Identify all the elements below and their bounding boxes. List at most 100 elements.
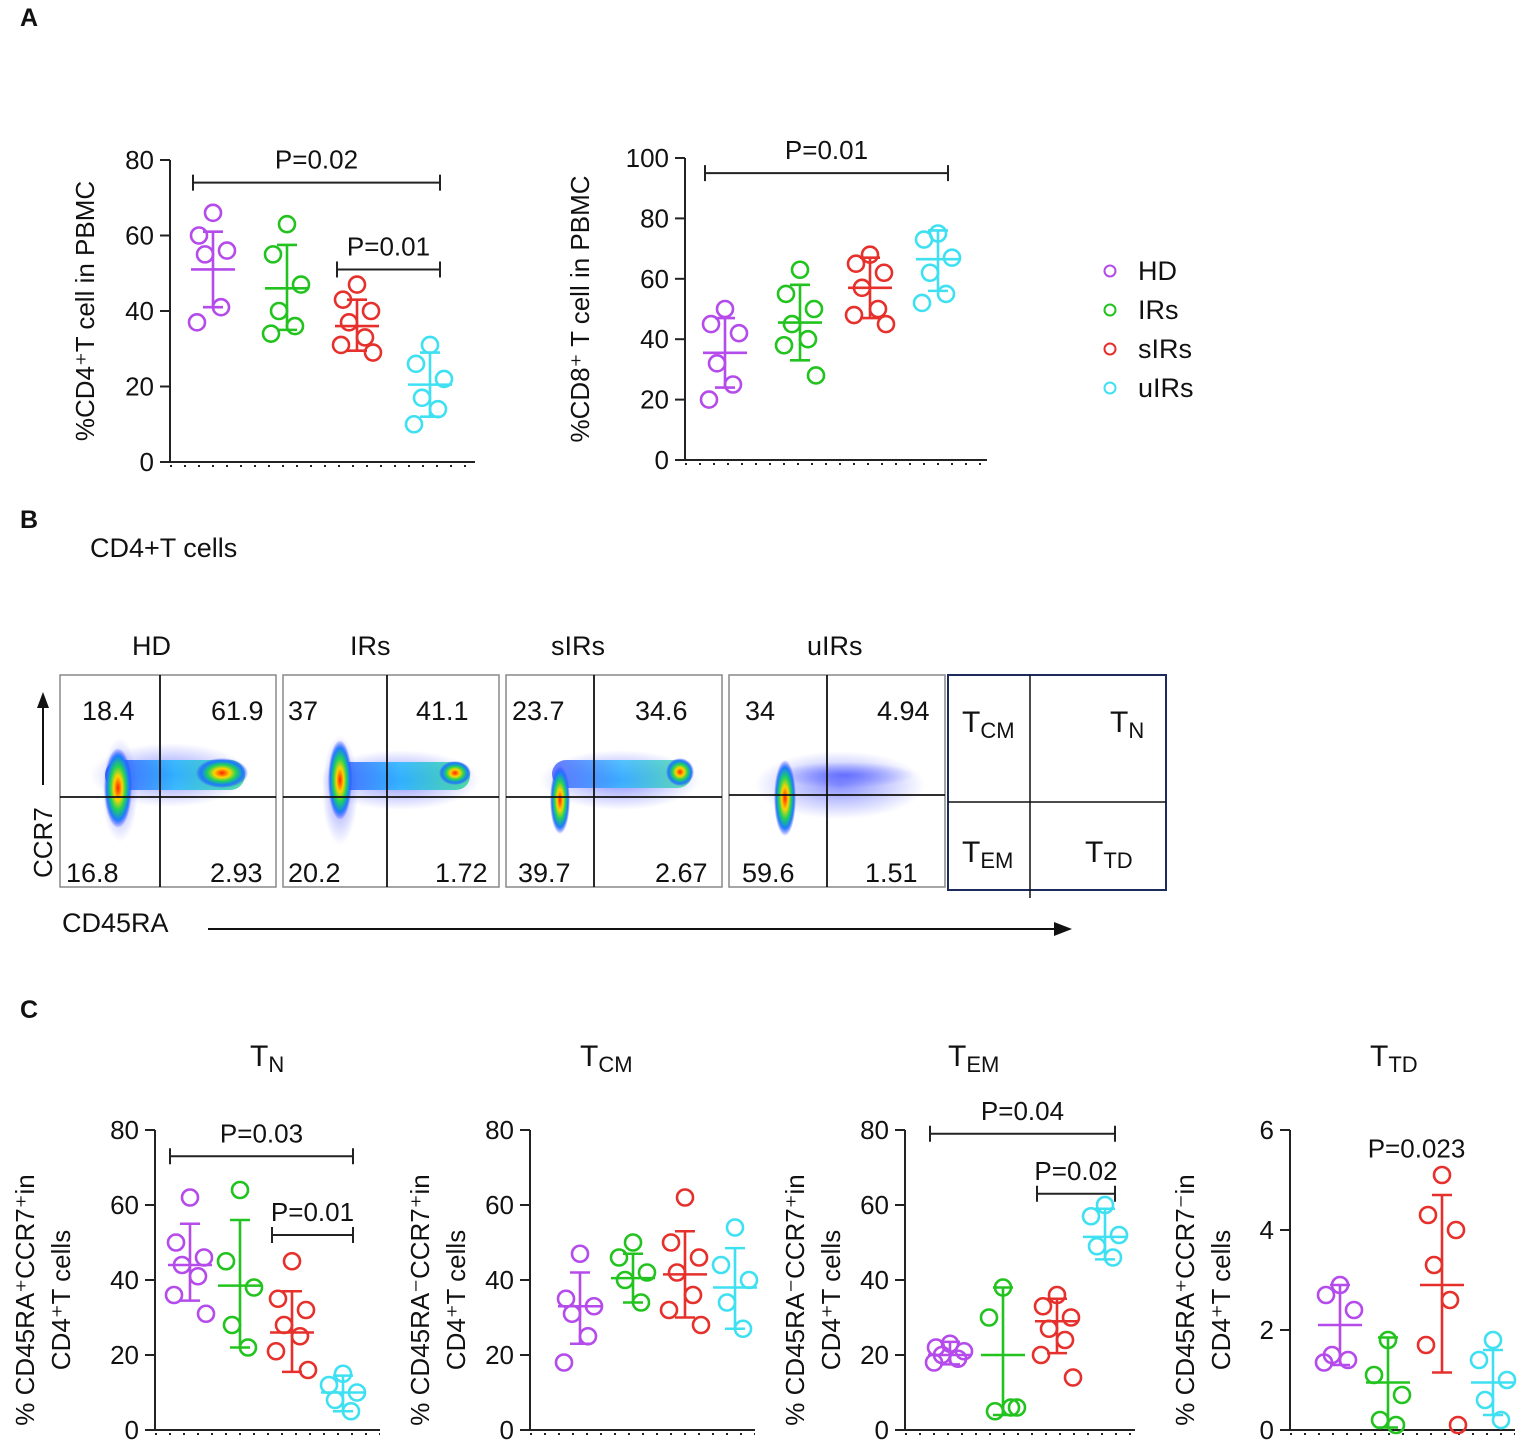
y-tick-label: 20 (110, 1340, 139, 1370)
sirs-ll: 39.7 (518, 858, 571, 888)
data-point-sirs (868, 299, 888, 319)
data-point-uirs (1475, 1390, 1495, 1410)
data-point-irs (285, 316, 305, 336)
y-tick-label: 40 (860, 1265, 889, 1295)
key-tem: TEM (962, 836, 1013, 873)
sirs-ul: 23.7 (512, 696, 565, 726)
data-point-irs (244, 1278, 264, 1297)
data-point-sirs (1063, 1368, 1083, 1387)
data-point-hd (562, 1304, 582, 1324)
y-tick-label: 2 (1260, 1315, 1274, 1345)
data-point-uirs (739, 1270, 759, 1290)
y-tick-label: 20 (860, 1340, 889, 1370)
data-point-irs (776, 284, 796, 304)
data-point-irs (261, 324, 281, 343)
flow-panel: HD IRs sIRs uIRs CCR7 CD45RA 18.4 61.9 1… (28, 631, 1167, 938)
data-point-sirs (689, 1248, 709, 1267)
data-point-uirs (1087, 1236, 1107, 1256)
data-point-sirs (844, 305, 864, 325)
uirs-ll: 59.6 (742, 858, 795, 888)
y-tick-label: 80 (640, 203, 669, 233)
data-point-sirs (675, 1188, 695, 1207)
y-tick-label: 100 (626, 143, 669, 173)
legend: HD IRs sIRs uIRs (1103, 256, 1194, 403)
data-point-irs (291, 275, 311, 294)
data-point-irs (230, 1180, 250, 1200)
data-point-irs (806, 366, 826, 385)
y-tick-label: 0 (140, 447, 154, 477)
data-point-uirs (420, 335, 440, 355)
y-axis-label-line2: CD4⁺T cells (1206, 1230, 1236, 1370)
chart-title: TCM (580, 1040, 633, 1077)
p-value-label: P=0.04 (981, 1096, 1064, 1126)
y-axis-label-line2: CD4⁺T cells (46, 1230, 76, 1370)
legend-label-irs: IRs (1138, 295, 1179, 325)
flow-plot-uirs: 34 4.94 59.6 1.51 (728, 674, 946, 888)
data-point-irs (774, 335, 794, 355)
y-tick-label: 4 (1260, 1215, 1274, 1245)
legend-marker-sirs (1103, 342, 1117, 356)
data-point-hd (729, 323, 749, 343)
y-tick-label: 60 (860, 1190, 889, 1220)
data-point-uirs (914, 230, 934, 249)
data-point-uirs (717, 1293, 737, 1312)
data-point-sirs (1061, 1308, 1081, 1327)
data-point-hd (556, 1289, 576, 1309)
data-point-sirs (667, 1263, 687, 1282)
y-tick-label: 20 (640, 385, 669, 415)
data-point-hd (1344, 1300, 1364, 1320)
panel-label-c: C (20, 996, 39, 1024)
data-point-hd (570, 1244, 590, 1264)
data-point-hd (699, 390, 719, 409)
data-point-hd (578, 1326, 598, 1346)
y-tick-label: 0 (500, 1415, 514, 1445)
data-point-hd (707, 354, 727, 373)
flow-plot-hd: 18.4 61.9 16.8 2.93 (59, 674, 277, 888)
y-tick-label: 20 (125, 372, 154, 402)
data-point-irs (790, 260, 810, 280)
y-tick-label: 80 (125, 145, 154, 175)
y-axis-label-line1: % CD45RA⁺CCR7⁻in (1170, 1174, 1200, 1425)
p-value-label: P=0.023 (1368, 1134, 1466, 1164)
data-point-uirs (912, 293, 932, 313)
key-tcm: TCM (962, 706, 1015, 743)
data-point-sirs (661, 1233, 681, 1252)
data-point-sirs (339, 313, 359, 332)
data-point-irs (979, 1308, 999, 1327)
y-tick-label: 40 (485, 1265, 514, 1295)
data-point-sirs (1424, 1255, 1444, 1275)
data-point-uirs (412, 388, 432, 408)
hd-ll: 16.8 (66, 858, 119, 888)
data-point-sirs (274, 1315, 294, 1335)
y-tick-label: 20 (485, 1340, 514, 1370)
y-tick-label: 80 (110, 1115, 139, 1145)
data-point-irs (1007, 1398, 1027, 1417)
y-tick-label: 40 (110, 1265, 139, 1295)
data-point-hd (217, 241, 237, 260)
data-point-hd (189, 226, 209, 245)
hd-ur: 61.9 (211, 696, 264, 726)
legend-label-sirs: sIRs (1138, 334, 1192, 364)
chart-tcm: 0 20 40 60 80 % CD45RA⁻CCR7⁺in CD4⁺T cells TCM (405, 1040, 759, 1445)
y-axis-label-line1: % CD45RA⁺CCR7⁺in (10, 1174, 40, 1425)
irs-lr: 1.72 (435, 858, 488, 888)
data-point-sirs (266, 1341, 286, 1361)
chart-title: TTD (1370, 1040, 1418, 1077)
data-point-irs (804, 299, 824, 319)
y-axis-label-line2: CD4⁺T cells (441, 1230, 471, 1370)
data-point-uirs (936, 284, 956, 304)
data-point-sirs (1055, 1330, 1075, 1350)
data-point-hd (187, 313, 207, 332)
data-point-hd (715, 299, 735, 319)
legend-item-hd: HD (1103, 256, 1177, 286)
legend-item-sirs: sIRs (1103, 334, 1192, 364)
data-point-uirs (1081, 1206, 1101, 1226)
data-point-hd (554, 1353, 574, 1372)
y-tick-label: 60 (110, 1190, 139, 1220)
data-point-uirs (325, 1390, 345, 1410)
data-point-uirs (711, 1255, 731, 1275)
y-axis-label-line1: % CD45RA⁻CCR7⁺in (405, 1174, 435, 1425)
irs-ul: 37 (288, 696, 318, 726)
data-point-sirs (1448, 1415, 1468, 1435)
data-point-irs (782, 314, 802, 334)
